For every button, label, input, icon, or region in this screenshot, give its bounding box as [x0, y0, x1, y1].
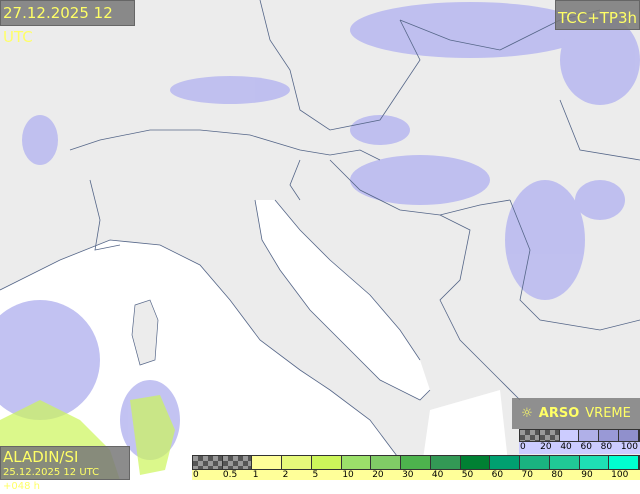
legend-label: 40 [560, 442, 572, 452]
legend-label: 40 [431, 470, 444, 480]
legend-label: 0 [520, 442, 526, 452]
model-run: 25.12.2025 12 UTC +048 h [3, 467, 100, 492]
legend-label: 20 [372, 470, 384, 480]
legend-swatch [609, 456, 640, 469]
corsica [131, 299, 159, 366]
forecast-datetime: 27.12.2025 12 UTC [0, 0, 135, 46]
legend-label: 0.5 [222, 470, 238, 480]
legend-label: 50 [461, 470, 474, 480]
legend-swatch [579, 456, 610, 469]
legend-label: 2 [282, 470, 289, 480]
precip-corsica-south [130, 395, 175, 475]
legend-label: 80 [551, 470, 563, 480]
legend-label: 100 [620, 442, 639, 452]
legend-label: 20 [540, 442, 552, 452]
model-name: ALADIN/SI [3, 448, 79, 466]
sea-tyrrhenian [0, 240, 410, 480]
product-name: TCC+TP3h [555, 0, 640, 30]
legend-swatch [282, 456, 312, 469]
legend-swatch [490, 456, 521, 469]
legend-label: 70 [521, 470, 533, 480]
model-info: ALADIN/SI 25.12.2025 12 UTC +048 h [0, 446, 130, 492]
legend-swatch [520, 430, 540, 441]
legend-swatch [252, 456, 283, 469]
logo-brand: ARSO [538, 406, 580, 421]
legend-swatch [311, 456, 342, 469]
logo-sub: VREME [585, 406, 631, 421]
legend-swatch [539, 430, 560, 441]
legend-swatch [460, 456, 491, 469]
legend-label: 90 [581, 470, 593, 480]
legend-swatch [619, 430, 639, 441]
legend-label: 60 [580, 442, 592, 452]
legend-swatch [371, 456, 402, 469]
legend-label: 30 [402, 470, 414, 480]
sea-adriatic [255, 200, 430, 400]
cloud-cover-legend [519, 429, 640, 442]
arso-logo: ☼ ARSO VREME [512, 398, 640, 429]
precipitation-legend [192, 455, 640, 470]
legend-swatch [520, 456, 550, 469]
legend-swatch [222, 456, 253, 469]
cloud-legend-labels: 0 20 40 60 80 100 [519, 442, 640, 454]
precip-legend-labels: 0 0.5 1 2 5 10 20 30 40 50 60 70 80 90 100 [192, 470, 640, 480]
legend-swatch [559, 430, 580, 441]
legend-label: 60 [491, 470, 504, 480]
sun-cloud-icon: ☼ [521, 406, 533, 421]
weather-map [0, 0, 640, 480]
legend-label: 0 [193, 470, 199, 480]
legend-swatch [341, 456, 372, 469]
legend-label: 80 [600, 442, 613, 452]
legend-swatch [549, 456, 580, 469]
legend-label: 5 [312, 470, 319, 480]
legend-swatch [430, 456, 461, 469]
legend-swatch [193, 456, 223, 469]
borders [69, 0, 640, 401]
legend-label: 10 [342, 470, 354, 480]
coastlines [0, 199, 431, 461]
legend-swatch [579, 430, 600, 441]
cloud-cover [0, 2, 640, 460]
legend-label: 1 [252, 470, 259, 480]
legend-label: 100 [611, 470, 629, 480]
legend-swatch [401, 456, 431, 469]
legend-swatch [599, 430, 620, 441]
